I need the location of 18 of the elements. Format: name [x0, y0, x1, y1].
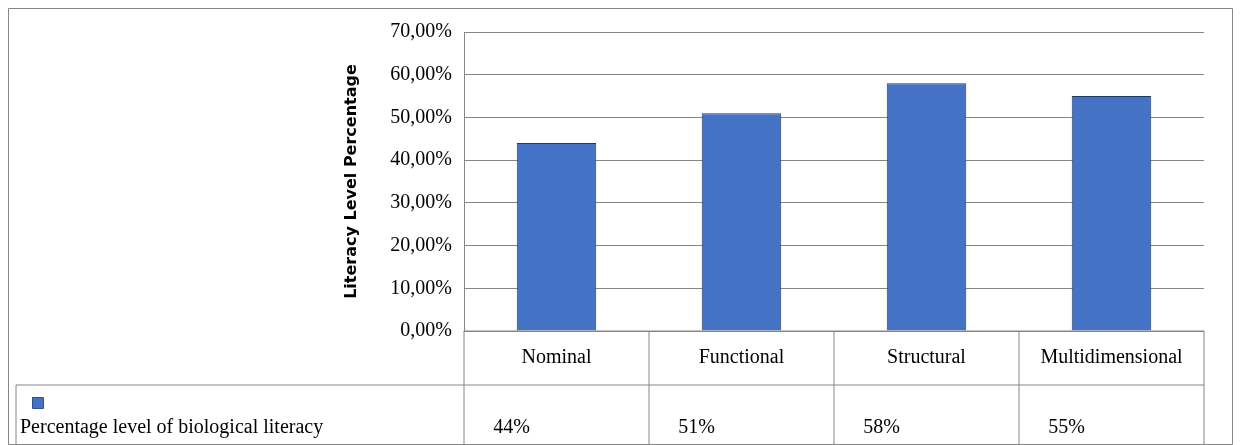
x-tick-label: Multidimensional [1040, 345, 1184, 368]
data-label: 58% [863, 415, 900, 438]
y-tick-label: 20,00% [390, 232, 452, 255]
data-label: 44% [493, 415, 530, 438]
x-tick-label: Functional [698, 345, 785, 368]
x-tick-label: Nominal [521, 345, 592, 368]
y-tick-label: 40,00% [390, 147, 452, 170]
x-tick-label: Structural [887, 345, 967, 368]
y-tick-label: 0,00% [400, 318, 452, 341]
legend-label: Percentage level of biological literacy [20, 415, 324, 439]
y-tick-label: 60,00% [390, 61, 452, 84]
y-tick-label: 70,00% [390, 19, 452, 42]
data-label: 51% [678, 415, 715, 438]
y-tick-label: 30,00% [390, 190, 452, 213]
y-tick-label: 50,00% [390, 104, 452, 127]
y-axis-title: Literacy Level Percentage [340, 64, 360, 299]
y-tick-label: 10,00% [390, 275, 452, 298]
data-label: 55% [1048, 415, 1085, 438]
